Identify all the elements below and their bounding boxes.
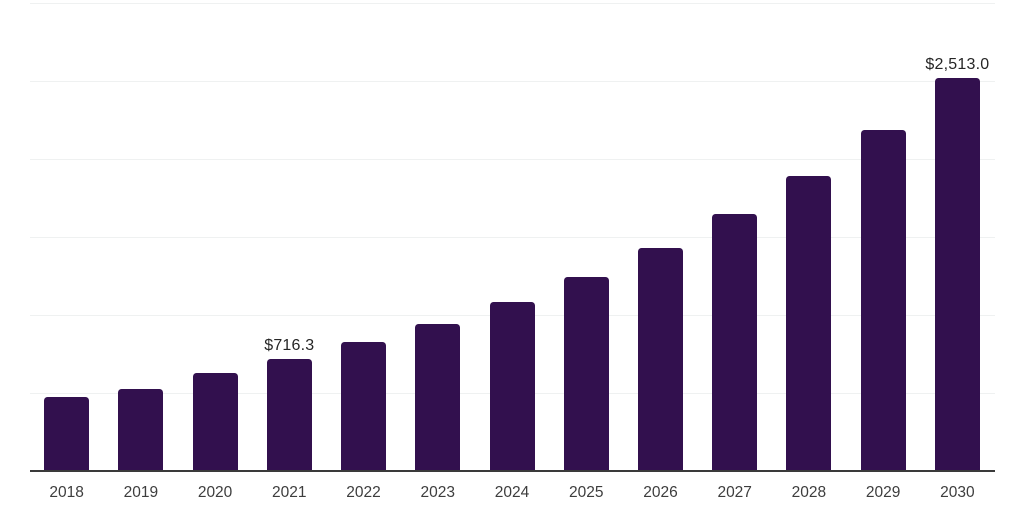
- bar-2022[interactable]: [341, 342, 387, 471]
- value-label-2030: $2,513.0: [925, 56, 990, 74]
- bar-2028[interactable]: [786, 175, 832, 471]
- x-axis-label-2024: 2024: [494, 484, 530, 501]
- bar-2025[interactable]: [563, 276, 609, 471]
- x-axis-label-2020: 2020: [197, 484, 233, 501]
- gridline-2500: [29, 80, 995, 82]
- value-label-2021: $716.3: [264, 336, 315, 354]
- x-axis-label-2018: 2018: [49, 484, 84, 501]
- x-axis-label-2023: 2023: [420, 484, 456, 501]
- bar-2020[interactable]: [192, 372, 238, 471]
- gridline-1500: [29, 236, 995, 238]
- bar-2026[interactable]: [637, 248, 683, 471]
- x-axis-label-2019: 2019: [123, 484, 159, 501]
- x-axis-label-2025: 2025: [568, 484, 604, 501]
- x-axis-label-2026: 2026: [643, 484, 678, 501]
- gridline-2000: [29, 158, 995, 160]
- bar-2018[interactable]: [44, 396, 90, 471]
- x-axis-label-2027: 2027: [717, 484, 752, 501]
- x-axis-line: [29, 470, 995, 472]
- x-axis-label-2028: 2028: [791, 484, 827, 501]
- bar-2021[interactable]: [266, 358, 312, 471]
- bar-2029[interactable]: [860, 129, 906, 471]
- bar-2030[interactable]: [934, 78, 980, 471]
- bar-2023[interactable]: [415, 324, 461, 471]
- x-axis-label-2021: 2021: [272, 484, 307, 501]
- gridline-3000: [29, 2, 995, 4]
- x-axis-label-2029: 2029: [865, 484, 901, 501]
- bar-2027[interactable]: [712, 214, 758, 471]
- x-axis-label-2022: 2022: [346, 484, 381, 501]
- bar-2019[interactable]: [118, 388, 164, 471]
- x-axis-label-2030: 2030: [940, 484, 975, 501]
- bar-2024[interactable]: [489, 302, 535, 471]
